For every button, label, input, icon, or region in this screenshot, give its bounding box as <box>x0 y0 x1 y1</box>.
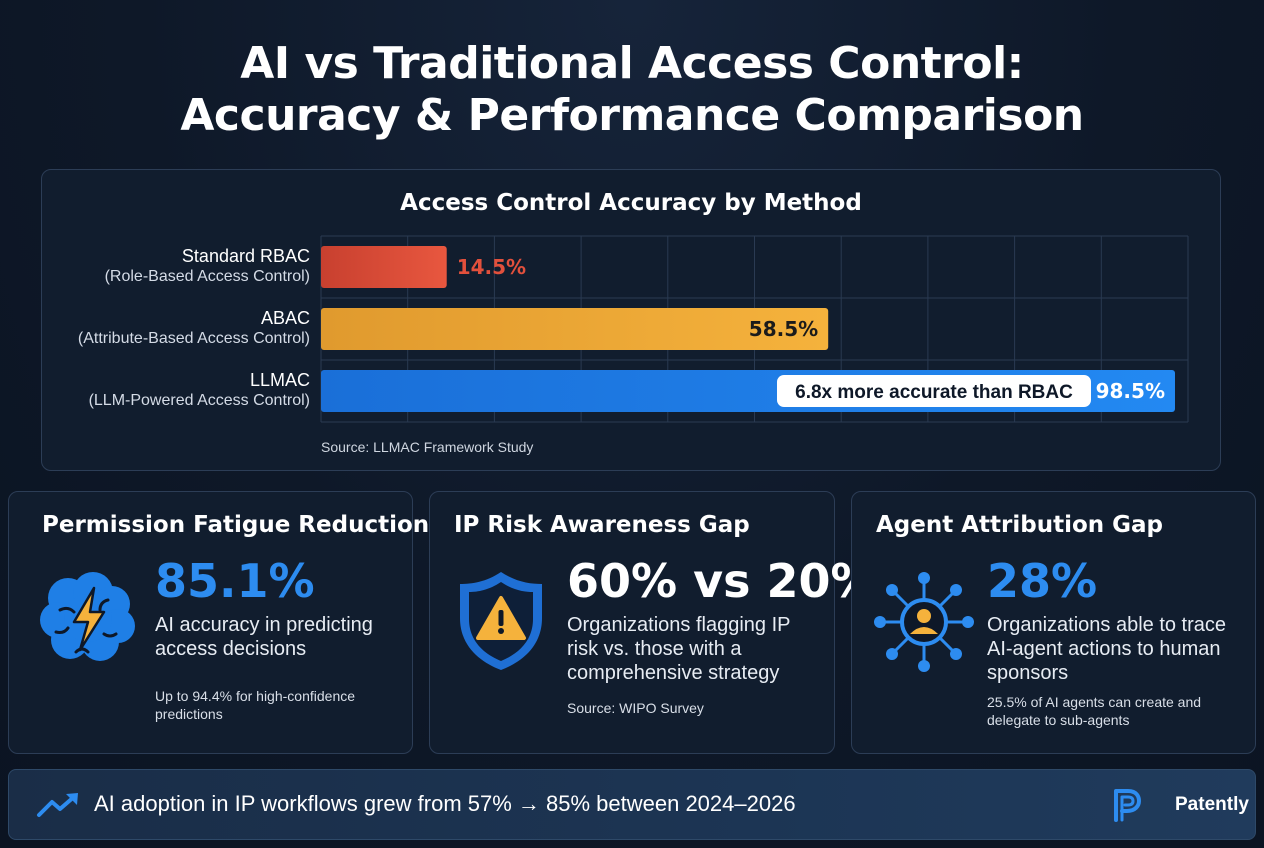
bar-1 <box>321 308 829 350</box>
bar-0 <box>321 246 447 288</box>
shield-warning-icon <box>460 572 542 670</box>
category-subtitle: (LLM-Powered Access Control) <box>88 392 310 409</box>
bar-value-label: 58.5% <box>749 317 818 341</box>
card-description: Organizations flagging IP risk vs. those… <box>567 614 791 684</box>
brand-name: Patently <box>1175 794 1249 815</box>
trending-up-icon <box>37 793 78 817</box>
card-stat: 85.1% <box>155 554 315 608</box>
page-title: AI vs Traditional Access Control: Accura… <box>0 38 1264 142</box>
annotation-pill <box>776 375 1091 407</box>
card-note: 25.5% of AI agents can create and delega… <box>987 694 1202 728</box>
chart-value-labels: 14.5% 58.5% 98.5% 6.8x more accurate than R… <box>457 255 1165 407</box>
category-name: ABAC <box>260 308 310 328</box>
card-stat: 28% <box>987 554 1098 608</box>
category-label-llmac: LLMAC (LLM-Powered Access Control) <box>10 369 310 411</box>
category-name: Standard RBAC <box>181 246 310 266</box>
chart-title: Access Control Accuracy by Method <box>400 190 862 216</box>
card-stat: 60% vs 20% <box>567 554 877 608</box>
footer-text: AI adoption in IP workflows grew from 57… <box>94 791 796 816</box>
page-title-line-2: Accuracy & Performance Comparison <box>180 90 1084 141</box>
category-name: LLMAC <box>249 370 310 390</box>
category-subtitle: (Attribute-Based Access Control) <box>77 330 310 347</box>
card-title: IP Risk Awareness Gap <box>454 512 750 538</box>
category-label-rbac: Standard RBAC (Role-Based Access Control… <box>10 245 310 287</box>
brain-lightning-icon <box>40 572 135 661</box>
patently-logo-icon <box>1114 789 1141 822</box>
card-note: Up to 94.4% for high-confidence predicti… <box>155 688 356 722</box>
annotation-text: 6.8x more accurate than RBAC <box>795 382 1073 403</box>
chart-source: Source: LLMAC Framework Study <box>321 439 534 455</box>
footer-banner <box>8 769 1256 840</box>
card-description: AI accuracy in predicting access decisio… <box>155 614 373 660</box>
category-subtitle: (Role-Based Access Control) <box>104 268 310 285</box>
page-title-line-1: AI vs Traditional Access Control: <box>240 38 1024 89</box>
category-label-abac: ABAC (Attribute-Based Access Control) <box>10 307 310 349</box>
network-user-icon <box>874 572 974 672</box>
card-note: Source: WIPO Survey <box>567 700 704 716</box>
bar-value-label: 14.5% <box>457 255 526 279</box>
card-description: Organizations able to trace AI-agent act… <box>987 614 1227 684</box>
card-title: Agent Attribution Gap <box>876 512 1164 538</box>
bar-value-label: 98.5% <box>1096 379 1165 403</box>
card-title: Permission Fatigue Reduction <box>42 512 430 538</box>
